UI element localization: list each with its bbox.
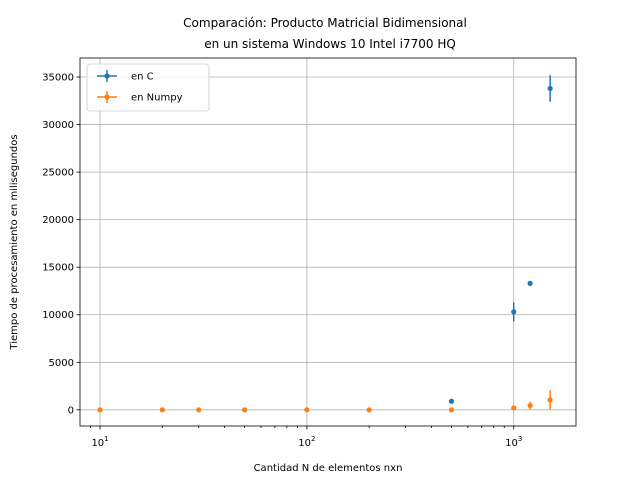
chart-title-line-2: en un sistema Windows 10 Intel i7700 HQ — [204, 37, 456, 51]
data-point-numpy — [547, 397, 553, 403]
legend: en C en Numpy — [86, 63, 210, 112]
plot-frame — [79, 57, 577, 427]
data-point-numpy — [159, 407, 165, 413]
y-tick-label: 25000 — [42, 168, 74, 179]
legend-marker — [104, 73, 110, 79]
y-tick-label: 35000 — [42, 73, 74, 84]
data-point-numpy — [366, 407, 372, 413]
y-axis-label: Tiempo de procesamiento en milisegundos — [9, 134, 20, 350]
legend-box — [86, 63, 210, 112]
legend-label: en C — [131, 72, 154, 83]
y-tick-label: 0 — [68, 405, 74, 416]
chart-title-line-1: Comparación: Producto Matricial Bidimens… — [183, 16, 467, 30]
data-point-numpy — [196, 407, 202, 413]
legend-label: en Numpy — [131, 93, 183, 104]
y-tick-label: 10000 — [42, 310, 74, 321]
legend-entries: en C en Numpy — [97, 70, 183, 104]
data-point-numpy — [242, 407, 248, 413]
data-point-c — [511, 309, 517, 315]
y-tick-label: 15000 — [42, 263, 74, 274]
data-point-numpy — [527, 402, 533, 409]
y-tick-label: 30000 — [42, 120, 74, 131]
plot-data — [97, 75, 553, 413]
data-point-c — [448, 398, 455, 404]
data-point-c — [547, 85, 553, 92]
y-tick-label: 20000 — [42, 215, 74, 226]
data-point-numpy — [448, 407, 455, 413]
x-axis-label: Cantidad N de elementos nxn — [254, 463, 403, 474]
data-point-numpy — [97, 407, 103, 413]
legend-marker — [104, 94, 110, 100]
y-tick-label: 5000 — [49, 358, 74, 369]
data-point-numpy — [511, 405, 517, 411]
data-point-c — [527, 280, 533, 286]
data-point-numpy — [304, 407, 310, 413]
